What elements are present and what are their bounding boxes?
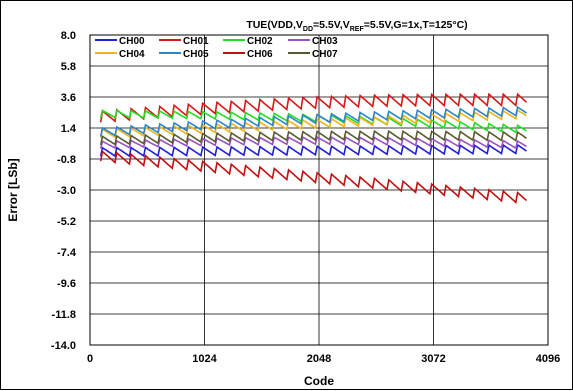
legend-label-ch05: CH05 xyxy=(183,49,209,60)
series-line-ch03 xyxy=(99,136,527,150)
y-tick-label: -5.2 xyxy=(57,216,76,228)
legend-label-ch07: CH07 xyxy=(312,49,338,60)
y-tick-label: 1.4 xyxy=(61,123,77,135)
legend-label-ch02: CH02 xyxy=(247,36,273,47)
series-layer xyxy=(99,92,528,204)
x-tick-label: 1024 xyxy=(192,353,217,365)
x-tick-label: 0 xyxy=(87,353,93,365)
series-line-ch06 xyxy=(99,149,528,204)
plot-border xyxy=(89,34,549,346)
y-tick-label: -14.0 xyxy=(51,340,76,352)
x-tick-label: 2048 xyxy=(307,353,331,365)
y-tick-label: -3.0 xyxy=(57,185,76,197)
legend-label-ch06: CH06 xyxy=(247,49,273,60)
series-line-ch07 xyxy=(99,129,527,146)
x-axis-label: Code xyxy=(304,374,334,388)
chart-title: TUE(VDD,VDD=5.5V,VREF=5.5V,G=1x,T=125°C) xyxy=(246,19,467,33)
y-axis-label: Error [LSb] xyxy=(6,158,20,221)
y-tick-labels: 8.0 5.8 3.6 1.4 -0.8 -3.0 -5.2 -7.4 -9.6 -11.8 -14… xyxy=(51,30,77,352)
y-tick-label: -11.8 xyxy=(52,309,76,321)
legend-label-ch04: CH04 xyxy=(119,49,145,60)
x-tick-label: 3072 xyxy=(421,353,445,365)
legend: CH00 CH01 CH02 CH03 CH04 CH05 CH06 CH07 xyxy=(95,36,338,60)
y-tick-label: 8.0 xyxy=(61,30,76,42)
series-line-ch05 xyxy=(99,105,527,137)
series-line-ch00 xyxy=(99,143,527,158)
legend-label-ch00: CH00 xyxy=(119,36,145,47)
series-line-ch04 xyxy=(99,108,527,139)
x-tick-labels: 0 1024 2048 3072 4096 xyxy=(87,353,560,365)
y-tick-label: 5.8 xyxy=(61,61,76,73)
series-line-ch01 xyxy=(99,92,528,123)
x-tick-label: 4096 xyxy=(536,353,560,365)
legend-label-ch01: CH01 xyxy=(183,36,209,47)
y-tick-label: 3.6 xyxy=(61,92,76,104)
series-line-ch02 xyxy=(99,109,527,134)
y-tick-label: -0.8 xyxy=(57,154,76,166)
y-tick-label: -7.4 xyxy=(57,247,77,259)
legend-label-ch03: CH03 xyxy=(312,36,338,47)
y-tick-label: -9.6 xyxy=(57,278,76,290)
